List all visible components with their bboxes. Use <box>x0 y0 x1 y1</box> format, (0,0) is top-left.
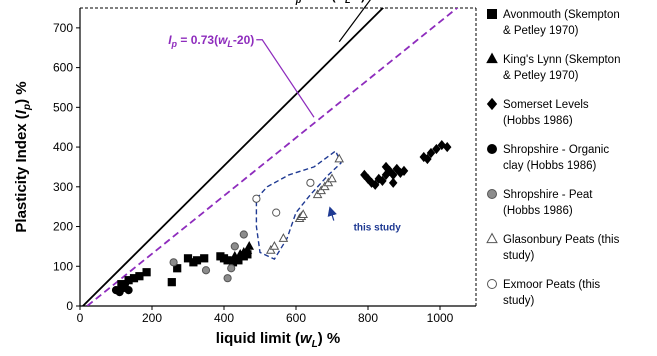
a-line-line <box>86 8 459 306</box>
data-point-series-4 <box>223 274 232 283</box>
data-point-series-5 <box>334 153 345 163</box>
data-point-series-5 <box>278 233 289 242</box>
legend-marker-3 <box>487 144 497 154</box>
x-tick-label: 400 <box>214 311 234 325</box>
data-point-series-4 <box>227 264 236 273</box>
legend-marker-0 <box>487 9 497 19</box>
data-point-series-6 <box>252 194 261 203</box>
x-tick-label: 1000 <box>427 311 454 325</box>
y-tick-label: 600 <box>53 61 73 75</box>
x-tick-label: 0 <box>77 311 84 325</box>
data-point-series-6 <box>272 208 281 217</box>
data-point-series-2 <box>381 161 391 173</box>
data-point-series-4 <box>230 242 239 251</box>
data-point-series-2 <box>437 139 447 151</box>
this-study-arrow <box>327 206 337 221</box>
data-point-series-4 <box>169 258 178 267</box>
y-axis-label: Plasticity Index (Ip) % <box>13 81 33 232</box>
data-point-series-2 <box>399 165 409 177</box>
x-axis-label: liquid limit (wL) % <box>216 330 340 350</box>
legend-label-2: Somerset Levels <box>503 99 589 111</box>
legend-marker-5 <box>486 232 498 244</box>
data-point-series-2 <box>378 175 387 186</box>
legend-label-5: study) <box>503 250 534 262</box>
data-point-series-3 <box>124 286 133 295</box>
data-point-series-1 <box>244 241 255 250</box>
data-point-series-2 <box>423 153 432 165</box>
plot-area <box>82 8 459 306</box>
legend-label-0: & Petley 1970) <box>503 25 579 37</box>
data-point-series-0 <box>135 272 144 281</box>
this-study-region <box>255 149 342 260</box>
data-point-series-4 <box>239 230 248 239</box>
data-point-series-6 <box>306 178 315 187</box>
legend-label-0: Avonmouth (Skempton <box>503 9 620 21</box>
legend-marker-6 <box>487 279 497 289</box>
legend-marker-1 <box>486 52 498 64</box>
legend-marker-4 <box>487 189 497 199</box>
data-point-series-5 <box>298 209 309 218</box>
data-point-series-2 <box>432 143 441 155</box>
data-point-series-0 <box>200 254 209 263</box>
y-tick-label: 300 <box>53 180 73 194</box>
data-point-series-3 <box>120 280 130 289</box>
y-tick-label: 400 <box>53 140 73 154</box>
data-point-series-0 <box>142 268 151 277</box>
legend-label-3: clay (Hobbs 1986) <box>503 160 596 172</box>
legend-label-4: (Hobbs 1986) <box>503 205 573 217</box>
data-point-series-0 <box>167 278 176 287</box>
y-tick-label: 0 <box>66 299 73 313</box>
a-line-leader <box>256 39 315 118</box>
legend-label-1: King's Lynn (Skempton <box>503 54 620 66</box>
data-point-series-2 <box>426 147 436 159</box>
data-point-series-5 <box>327 173 337 183</box>
this-study-label: this study <box>354 223 402 234</box>
legend-label-3: Shropshire - Organic <box>503 144 609 156</box>
legend-label-4: Shropshire - Peat <box>503 189 593 201</box>
u-line-leader <box>338 0 371 43</box>
u-line-line <box>82 8 385 306</box>
legend-label-6: Exmoor Peats (this <box>503 279 600 291</box>
x-tick-label: 200 <box>142 311 162 325</box>
data-point-series-0 <box>192 256 202 265</box>
data-point-series-5 <box>269 241 280 250</box>
data-point-series-4 <box>201 266 211 275</box>
data-point-series-0 <box>173 264 182 273</box>
u-line-label: Ip = 0.9(wL-8) <box>292 0 365 5</box>
data-point-series-2 <box>370 179 380 190</box>
data-point-series-2 <box>442 141 452 153</box>
legend-label-1: & Petley 1970) <box>503 70 579 82</box>
legend-label-2: (Hobbs 1986) <box>503 115 573 127</box>
y-tick-label: 700 <box>53 21 73 35</box>
y-tick-label: 500 <box>53 100 73 114</box>
legend-label-5: Glasonbury Peats (this <box>503 234 620 246</box>
x-tick-label: 600 <box>286 311 306 325</box>
y-tick-label: 100 <box>53 259 73 273</box>
legend-label-6: study) <box>503 295 534 307</box>
y-tick-label: 200 <box>53 220 73 234</box>
a-line-label: Ip = 0.73(wL-20) <box>168 33 254 49</box>
legend-marker-2 <box>486 97 498 111</box>
data-point-series-2 <box>388 177 398 188</box>
x-tick-label: 800 <box>358 311 378 325</box>
